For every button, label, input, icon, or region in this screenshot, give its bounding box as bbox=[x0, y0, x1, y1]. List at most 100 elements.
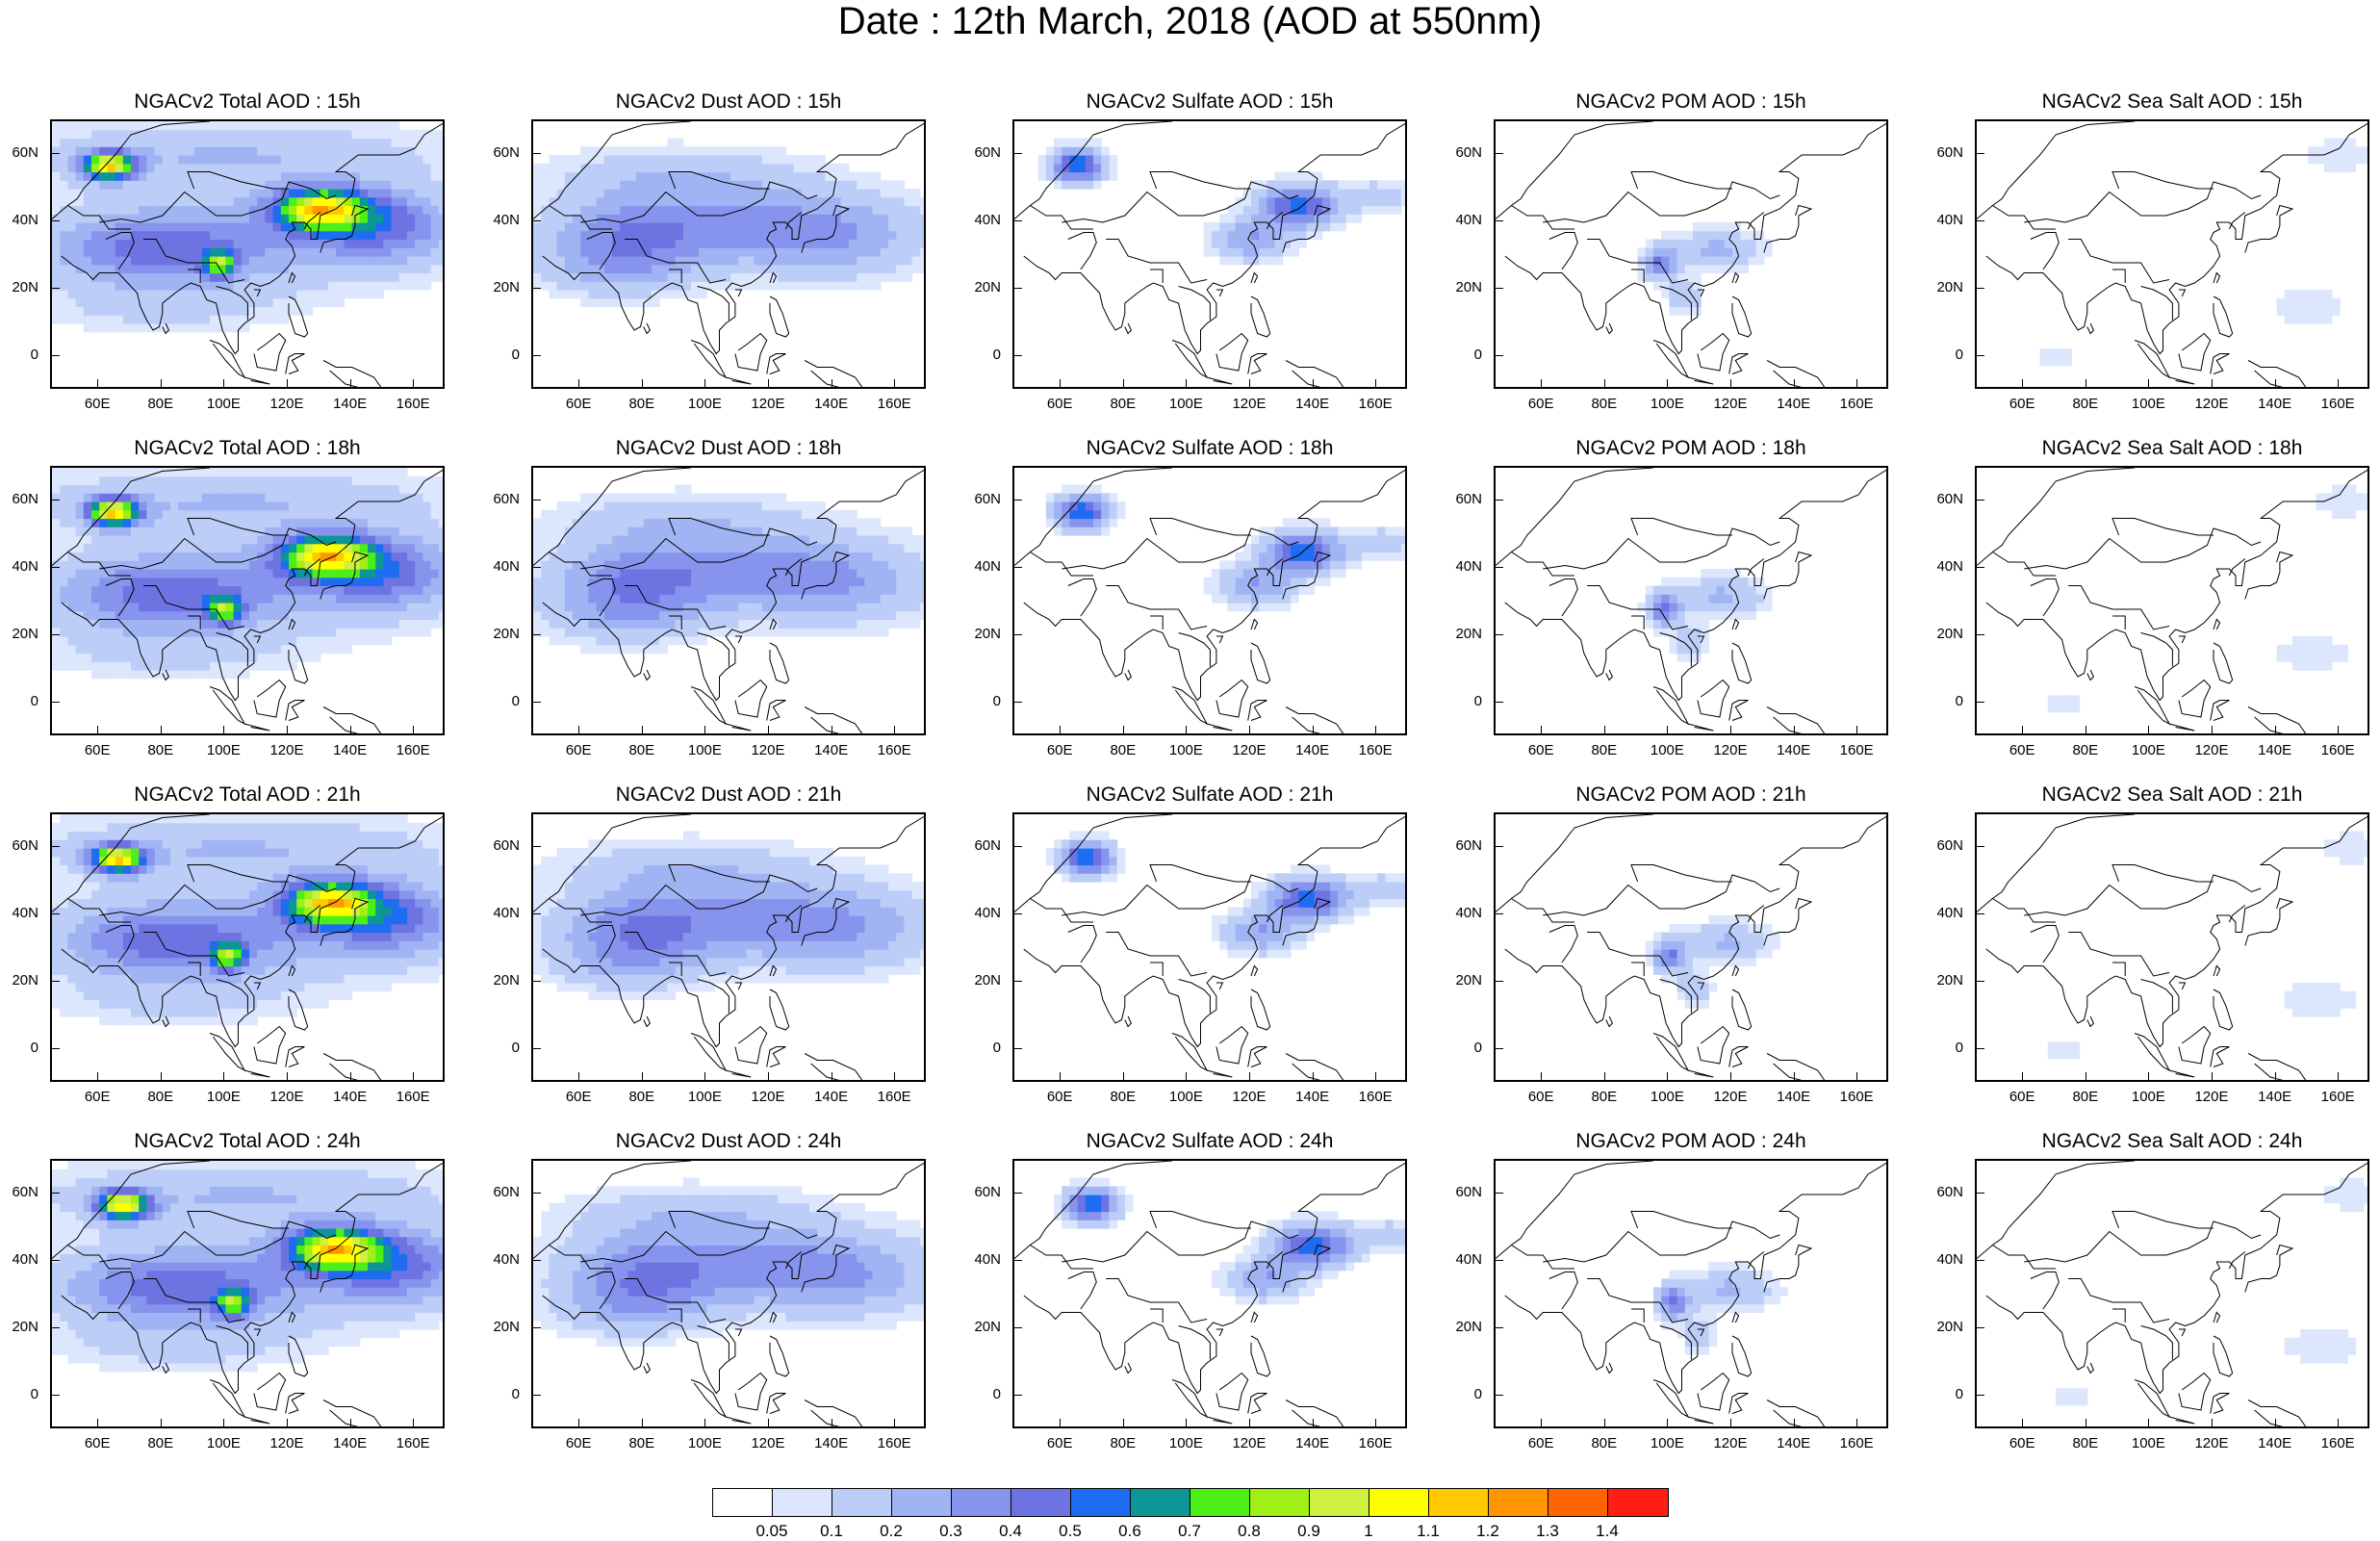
lat-tick bbox=[533, 220, 541, 221]
colorbar-label: 1 bbox=[1344, 1522, 1393, 1541]
colorbar-label: 1.1 bbox=[1404, 1522, 1452, 1541]
lat-tick-label: 20N bbox=[1925, 280, 1963, 295]
map-panel bbox=[1494, 812, 1888, 1082]
lat-tick bbox=[533, 1048, 541, 1049]
map-panel bbox=[50, 1159, 445, 1428]
lon-tick-label: 100E bbox=[199, 743, 247, 758]
lon-tick-label: 100E bbox=[1643, 397, 1691, 412]
lon-tick bbox=[1730, 1419, 1731, 1426]
lon-tick bbox=[161, 726, 162, 733]
lon-tick bbox=[1313, 1072, 1314, 1080]
lon-tick-label: 80E bbox=[1099, 743, 1147, 758]
lat-tick-label: 0 bbox=[1444, 347, 1482, 363]
lon-tick bbox=[2148, 1419, 2149, 1426]
panel-title: NGACv2 Sulfate AOD : 18h bbox=[1012, 437, 1407, 460]
aod-map bbox=[533, 121, 926, 389]
lat-tick-label: 60N bbox=[1925, 838, 1963, 854]
lon-tick-label: 140E bbox=[1289, 743, 1337, 758]
lon-tick-label: 120E bbox=[263, 1090, 311, 1105]
lon-tick bbox=[1667, 726, 1668, 733]
lon-tick-label: 160E bbox=[389, 1090, 437, 1105]
lon-tick bbox=[2275, 379, 2276, 387]
panel-title: NGACv2 Total AOD : 15h bbox=[50, 90, 445, 114]
lat-tick bbox=[52, 1193, 60, 1194]
lon-tick-label: 100E bbox=[680, 1436, 729, 1451]
lon-tick bbox=[2212, 379, 2213, 387]
lon-tick-label: 140E bbox=[1770, 1436, 1818, 1451]
lat-tick bbox=[533, 355, 541, 356]
lat-tick bbox=[1014, 846, 1022, 847]
lat-tick-label: 40N bbox=[962, 559, 1001, 575]
lon-tick-label: 80E bbox=[2061, 397, 2110, 412]
aod-shading bbox=[2056, 1178, 2369, 1406]
aod-shading bbox=[1638, 222, 1773, 316]
lat-tick bbox=[1014, 1395, 1022, 1396]
lat-tick bbox=[1496, 1327, 1503, 1328]
lon-tick bbox=[223, 379, 224, 387]
lat-tick-label: 40N bbox=[1444, 906, 1482, 921]
lon-tick-label: 140E bbox=[1289, 1436, 1337, 1451]
lat-tick bbox=[1014, 634, 1022, 635]
lat-tick-label: 40N bbox=[962, 1252, 1001, 1268]
lon-tick bbox=[642, 1419, 643, 1426]
lon-tick-label: 80E bbox=[618, 1090, 666, 1105]
lon-tick bbox=[2022, 1072, 2023, 1080]
lon-tick bbox=[2148, 379, 2149, 387]
colorbar-label: 0.05 bbox=[748, 1522, 796, 1541]
lon-tick-label: 160E bbox=[870, 1090, 918, 1105]
lon-tick-label: 140E bbox=[326, 743, 374, 758]
lat-tick-label: 20N bbox=[481, 973, 520, 989]
lon-tick-label: 120E bbox=[744, 397, 792, 412]
lon-tick-label: 160E bbox=[870, 1436, 918, 1451]
lat-tick bbox=[1496, 355, 1503, 356]
lat-tick bbox=[1977, 1260, 1984, 1261]
colorbar-swatch bbox=[773, 1489, 832, 1516]
lon-tick-label: 60E bbox=[1517, 1090, 1565, 1105]
lon-tick bbox=[350, 726, 351, 733]
lon-tick bbox=[894, 379, 895, 387]
lat-tick bbox=[1014, 913, 1022, 914]
colorbar-label: 0.3 bbox=[927, 1522, 975, 1541]
colorbar-label: 0.4 bbox=[986, 1522, 1035, 1541]
colorbar-label: 1.4 bbox=[1583, 1522, 1631, 1541]
map-panel bbox=[1494, 119, 1888, 389]
aod-shading bbox=[1638, 569, 1773, 662]
lon-tick bbox=[1060, 726, 1061, 733]
aod-shading bbox=[533, 485, 926, 655]
aod-map bbox=[1977, 468, 2369, 735]
lat-tick-label: 0 bbox=[962, 1387, 1001, 1402]
lon-tick-label: 80E bbox=[1580, 743, 1628, 758]
aod-shading bbox=[1038, 139, 1407, 266]
lon-tick-label: 60E bbox=[1998, 1090, 2046, 1105]
lat-tick-label: 60N bbox=[1925, 492, 1963, 507]
lat-tick bbox=[1014, 220, 1022, 221]
colorbar-swatch bbox=[1131, 1489, 1190, 1516]
lon-tick-label: 120E bbox=[1706, 397, 1754, 412]
lat-tick bbox=[1014, 1260, 1022, 1261]
lon-tick-label: 140E bbox=[1770, 1090, 1818, 1105]
lon-tick bbox=[287, 1072, 288, 1080]
lon-tick-label: 100E bbox=[1643, 1090, 1691, 1105]
panel-title: NGACv2 Sea Salt AOD : 18h bbox=[1975, 437, 2369, 460]
lon-tick-label: 60E bbox=[554, 1436, 602, 1451]
lat-tick-label: 40N bbox=[962, 213, 1001, 228]
lon-tick bbox=[413, 726, 414, 733]
lat-tick-label: 0 bbox=[962, 1040, 1001, 1056]
lon-tick-label: 60E bbox=[1998, 1436, 2046, 1451]
lat-tick bbox=[533, 1327, 541, 1328]
lat-tick bbox=[1496, 153, 1503, 154]
lon-tick bbox=[704, 379, 705, 387]
lon-tick bbox=[1123, 1419, 1124, 1426]
lat-tick bbox=[1014, 1327, 1022, 1328]
lon-tick bbox=[2275, 1419, 2276, 1426]
lon-tick bbox=[1541, 726, 1542, 733]
aod-map bbox=[1977, 121, 2369, 389]
lat-tick bbox=[1977, 288, 1984, 289]
aod-map bbox=[1014, 468, 1407, 735]
panel-title: NGACv2 Total AOD : 21h bbox=[50, 783, 445, 807]
map-panel bbox=[1975, 466, 2369, 735]
lon-tick-label: 120E bbox=[2188, 1090, 2236, 1105]
lon-tick-label: 120E bbox=[1225, 1090, 1273, 1105]
lon-tick bbox=[1794, 1072, 1795, 1080]
lon-tick bbox=[1794, 379, 1795, 387]
